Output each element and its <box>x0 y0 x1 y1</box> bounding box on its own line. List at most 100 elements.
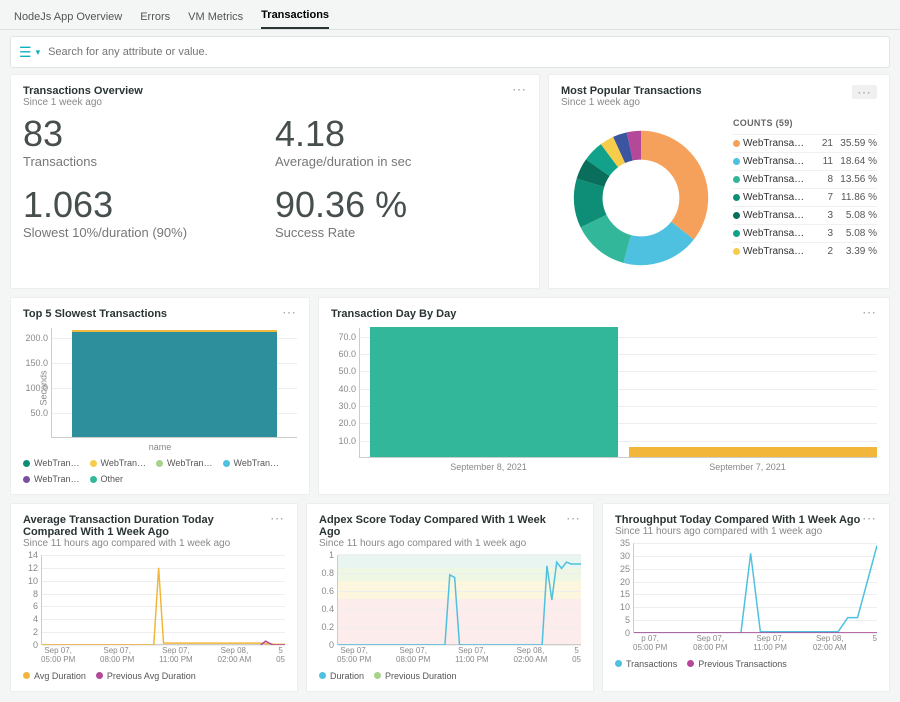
adpex-chart: 10.80.60.40.20 <box>337 555 581 645</box>
throughput-card: Throughput Today Compared With 1 Week Ag… <box>602 503 890 692</box>
legend-label: Transactions <box>626 659 677 669</box>
search-bar[interactable]: ☰ ▾ <box>10 36 890 68</box>
legend-row[interactable]: WebTransaction… 3 5.08 % <box>733 206 877 224</box>
legend-pct: 18.64 % <box>833 156 877 167</box>
card-menu-icon[interactable]: ⋯ <box>862 308 877 316</box>
x-tick: 5 <box>873 635 877 653</box>
adpex-legend: Duration Previous Duration <box>319 671 581 681</box>
search-input[interactable] <box>48 46 881 58</box>
metric-label: Slowest 10%/duration (90%) <box>23 225 275 240</box>
legend-dot-icon <box>319 672 326 679</box>
x-axis-label: name <box>23 442 297 452</box>
legend-row[interactable]: WebTransaction… 21 35.59 % <box>733 134 877 152</box>
legend-dot-icon <box>374 672 381 679</box>
legend-label: WebTran… <box>167 458 213 468</box>
legend-chip[interactable]: Duration <box>319 671 364 681</box>
legend-chip[interactable]: Previous Transactions <box>687 659 787 669</box>
card-menu-icon[interactable]: ⋯ <box>270 514 285 522</box>
adpex-subtitle: Since 11 hours ago compared with 1 week … <box>319 538 566 549</box>
legend-chip[interactable]: Other <box>90 474 124 484</box>
legend-label: WebTran… <box>34 474 80 484</box>
legend-pct: 3.39 % <box>833 246 877 257</box>
tab-nodejs-app-overview[interactable]: NodeJs App Overview <box>14 5 122 29</box>
x-tick: Sep 08,02:00 AM <box>514 647 548 665</box>
legend-dot-icon <box>733 212 740 219</box>
legend-chip[interactable]: Avg Duration <box>23 671 86 681</box>
legend-label: Previous Avg Duration <box>107 671 196 681</box>
legend-chip[interactable]: WebTran… <box>23 458 80 468</box>
tab-transactions[interactable]: Transactions <box>261 3 329 29</box>
card-menu-icon[interactable]: ⋯ <box>512 85 527 93</box>
metric: 83Transactions <box>23 116 275 169</box>
metric-value: 90.36 % <box>275 187 527 223</box>
legend-count: 8 <box>805 174 833 185</box>
filter-icon[interactable]: ☰ <box>19 44 32 61</box>
daybyday-card: Transaction Day By Day ⋯ 70.060.050.040.… <box>318 297 890 495</box>
card-menu-icon[interactable]: ⋯ <box>566 514 581 522</box>
legend-count: 7 <box>805 192 833 203</box>
legend-dot-icon <box>733 158 740 165</box>
legend-chip[interactable]: Previous Avg Duration <box>96 671 196 681</box>
daybyday-chart: 70.060.050.040.030.020.010.0 <box>359 328 877 458</box>
x-tick: Sep 07,08:00 PM <box>100 647 134 665</box>
tab-vm-metrics[interactable]: VM Metrics <box>188 5 243 29</box>
popular-legend: COUNTS (59) WebTransaction… 21 35.59 % W… <box>733 118 877 278</box>
metric-label: Transactions <box>23 154 275 169</box>
metric: 1.063 Slowest 10%/duration (90%) <box>23 187 275 240</box>
x-tick: Sep 07,11:00 PM <box>455 647 489 665</box>
legend-row[interactable]: WebTransaction… 3 5.08 % <box>733 224 877 242</box>
tab-errors[interactable]: Errors <box>140 5 170 29</box>
card-menu-icon[interactable]: ⋯ <box>862 514 877 522</box>
legend-chip[interactable]: Transactions <box>615 659 677 669</box>
legend-row[interactable]: WebTransaction… 7 11.86 % <box>733 188 877 206</box>
throughput-chart: 35302520151050 <box>633 543 877 633</box>
legend-pct: 13.56 % <box>833 174 877 185</box>
legend-dot-icon <box>615 660 622 667</box>
legend-row[interactable]: WebTransaction… 8 13.56 % <box>733 170 877 188</box>
legend-chip[interactable]: Previous Duration <box>374 671 457 681</box>
top5-card: Top 5 Slowest Transactions ⋯ Seconds 200… <box>10 297 310 495</box>
metric-value: 4.18 <box>275 116 527 152</box>
metric: 4.18 Average/duration in sec <box>275 116 527 169</box>
throughput-subtitle: Since 11 hours ago compared with 1 week … <box>615 526 860 537</box>
legend-label: Other <box>101 474 124 484</box>
legend-chip[interactable]: WebTran… <box>156 458 213 468</box>
legend-name: WebTransaction… <box>743 156 805 167</box>
x-tick: Sep 07,05:00 PM <box>41 647 75 665</box>
overview-card: Transactions Overview Since 1 week ago ⋯… <box>10 74 540 289</box>
legend-dot-icon <box>23 476 30 483</box>
donut-chart <box>561 118 721 278</box>
legend-row[interactable]: WebTransaction… 11 18.64 % <box>733 152 877 170</box>
x-tick: September 8, 2021 <box>359 462 618 472</box>
throughput-title: Throughput Today Compared With 1 Week Ag… <box>615 514 860 526</box>
overview-title: Transactions Overview <box>23 85 143 97</box>
legend-pct: 35.59 % <box>833 138 877 149</box>
legend-chip[interactable]: WebTran… <box>223 458 280 468</box>
legend-row[interactable]: WebTransaction… 2 3.39 % <box>733 242 877 260</box>
metric-label: Average/duration in sec <box>275 154 527 169</box>
metric-value: 1.063 <box>23 187 275 223</box>
throughput-legend: Transactions Previous Transactions <box>615 659 877 669</box>
avgdur-title: Average Transaction Duration Today Compa… <box>23 514 270 538</box>
chevron-down-icon[interactable]: ▾ <box>36 47 41 58</box>
top5-title: Top 5 Slowest Transactions <box>23 308 167 320</box>
legend-label: Avg Duration <box>34 671 86 681</box>
card-menu-icon[interactable]: ⋯ <box>282 308 297 316</box>
top5-chart: Seconds 200.0150.0100.050.0 <box>51 328 297 438</box>
legend-chip[interactable]: WebTran… <box>90 458 147 468</box>
x-tick: Sep 07,08:00 PM <box>693 635 727 653</box>
overview-subtitle: Since 1 week ago <box>23 97 143 108</box>
legend-count: 21 <box>805 138 833 149</box>
legend-dot-icon <box>733 176 740 183</box>
x-tick: Sep 08,02:00 AM <box>218 647 252 665</box>
avgdur-legend: Avg Duration Previous Avg Duration <box>23 671 285 681</box>
card-menu-icon[interactable]: ⋯ <box>852 85 877 99</box>
legend-name: WebTransaction… <box>743 192 805 203</box>
legend-dot-icon <box>90 476 97 483</box>
x-tick: 505 <box>572 647 581 665</box>
legend-chip[interactable]: WebTran… <box>23 474 80 484</box>
legend-pct: 5.08 % <box>833 210 877 221</box>
nav-tabs: NodeJs App Overview Errors VM Metrics Trans… <box>0 0 900 30</box>
metric: 90.36 %Success Rate <box>275 187 527 240</box>
legend-count: 3 <box>805 228 833 239</box>
